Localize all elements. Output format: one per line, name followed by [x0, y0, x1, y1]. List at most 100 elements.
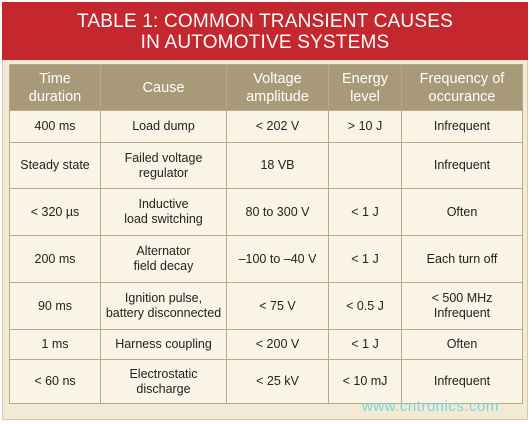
- cell-frequency-line: Infrequent: [433, 119, 491, 133]
- cell-cause: Ignition pulse, battery disconnected: [100, 282, 227, 330]
- header-time-duration: Time duration: [9, 64, 101, 111]
- header-cause-line: Cause: [142, 79, 185, 96]
- cell-cause-line: discharge: [136, 381, 191, 396]
- cell-frequency: Infrequent: [401, 142, 523, 189]
- cell-frequency: Often: [401, 329, 523, 360]
- cell-duration: 90 ms: [9, 282, 101, 330]
- cell-cause-line: regulator: [138, 165, 189, 180]
- cell-cause-line: Harness coupling: [115, 337, 212, 351]
- cell-frequency-line: Each turn off: [426, 251, 498, 266]
- cell-frequency: Infrequent: [401, 110, 523, 143]
- cell-energy-line: < 1 J: [351, 204, 379, 219]
- cell-cause-line: Load dump: [132, 119, 195, 133]
- cell-cause-line: battery disconnected: [105, 306, 222, 320]
- cell-energy-line: < 1 J: [351, 251, 379, 266]
- cell-energy-line: < 1 J: [351, 337, 379, 351]
- header-time-duration-line: Time: [39, 70, 71, 87]
- cell-cause: Load dump: [100, 110, 227, 143]
- cell-duration-line: < 320 µs: [30, 204, 80, 219]
- cell-duration: Steady state: [9, 142, 101, 189]
- cell-energy: < 10 mJ: [328, 359, 402, 404]
- cell-voltage: –100 to –40 V: [226, 235, 329, 283]
- table-row: 90 ms Ignition pulse, battery disconnect…: [9, 282, 523, 330]
- cell-energy: < 0.5 J: [328, 282, 402, 330]
- cell-cause: Harness coupling: [100, 329, 227, 360]
- cell-duration: < 60 ns: [9, 359, 101, 404]
- table-row: 400 ms Load dump < 202 V > 10 J Infreque…: [9, 110, 523, 143]
- header-voltage-amplitude-line: Voltage: [253, 70, 302, 87]
- cell-duration-line: < 60 ns: [34, 374, 76, 388]
- header-time-duration-line: duration: [28, 88, 82, 105]
- cell-duration: 1 ms: [9, 329, 101, 360]
- table-row: 1 ms Harness coupling < 200 V < 1 J Ofte…: [9, 329, 523, 360]
- cell-frequency-line: Infrequent: [433, 306, 491, 320]
- cell-cause-line: Failed voltage: [124, 150, 203, 165]
- header-energy-level: Energy level: [328, 64, 402, 111]
- cell-voltage-line: < 25 kV: [256, 374, 299, 388]
- cell-frequency-line: Often: [446, 337, 478, 351]
- table-row: Steady state Failed voltage regulator 18…: [9, 142, 523, 189]
- cell-voltage-line: 18 VB: [260, 158, 295, 172]
- cell-voltage: 18 VB: [226, 142, 329, 189]
- cell-cause-line: load switching: [124, 212, 203, 226]
- cell-frequency-line: < 500 MHz: [431, 291, 493, 305]
- header-cause: Cause: [100, 64, 227, 111]
- cell-voltage: < 202 V: [226, 110, 329, 143]
- cell-voltage: < 200 V: [226, 329, 329, 360]
- header-frequency-line: occurance: [428, 88, 496, 105]
- cell-cause: Failed voltage regulator: [100, 142, 227, 189]
- table-row: < 60 ns Electrostatic discharge < 25 kV …: [9, 359, 523, 404]
- header-energy-level-line: Energy: [342, 70, 388, 87]
- cell-cause: Electrostatic discharge: [100, 359, 227, 404]
- cell-duration-line: 400 ms: [34, 119, 76, 133]
- cell-cause: Inductive load switching: [100, 188, 227, 236]
- header-frequency-line: Frequency of: [419, 70, 505, 87]
- cell-voltage: 80 to 300 V: [226, 188, 329, 236]
- cell-voltage: < 25 kV: [226, 359, 329, 404]
- cell-voltage: < 75 V: [226, 282, 329, 330]
- cell-duration-line: 90 ms: [37, 298, 73, 313]
- header-row: Time duration Cause Voltage amplitude En…: [9, 64, 523, 111]
- cell-duration-line: 1 ms: [41, 337, 69, 351]
- table-title-line-1: TABLE 1: COMMON TRANSIENT CAUSES: [77, 11, 453, 32]
- cell-energy: < 1 J: [328, 188, 402, 236]
- table-row: 200 ms Alternator field decay –100 to –4…: [9, 235, 523, 283]
- cell-cause-line: Electrostatic: [129, 366, 198, 381]
- cell-cause-line: Ignition pulse,: [124, 291, 203, 305]
- cell-energy-line: > 10 J: [347, 119, 383, 133]
- cell-duration: 400 ms: [9, 110, 101, 143]
- cell-cause-line: field decay: [133, 259, 194, 273]
- cell-duration: < 320 µs: [9, 188, 101, 236]
- table-row: < 320 µs Inductive load switching 80 to …: [9, 188, 523, 236]
- cell-energy: < 1 J: [328, 329, 402, 360]
- cell-voltage-line: < 202 V: [255, 119, 300, 133]
- cell-duration-line: Steady state: [20, 158, 90, 172]
- cell-frequency: Often: [401, 188, 523, 236]
- cell-energy: > 10 J: [328, 110, 402, 143]
- cell-frequency-line: Infrequent: [433, 158, 491, 172]
- cell-energy: < 1 J: [328, 235, 402, 283]
- cell-energy: [328, 142, 402, 189]
- cell-frequency-line: Often: [446, 204, 478, 219]
- cell-voltage-line: –100 to –40 V: [238, 251, 317, 266]
- cell-voltage-line: < 75 V: [259, 298, 296, 313]
- cell-frequency-line: Infrequent: [433, 374, 491, 388]
- cell-energy-line: < 10 mJ: [342, 374, 388, 388]
- cell-duration: 200 ms: [9, 235, 101, 283]
- cell-cause-line: Alternator: [136, 244, 191, 258]
- cell-frequency: Each turn off: [401, 235, 523, 283]
- header-voltage-amplitude-line: amplitude: [246, 88, 309, 105]
- cell-voltage-line: 80 to 300 V: [245, 204, 310, 219]
- cell-cause-line: Inductive: [138, 197, 189, 211]
- table-title-bar: TABLE 1: COMMON TRANSIENT CAUSES IN AUTO…: [2, 2, 528, 60]
- cell-duration-line: 200 ms: [34, 251, 76, 266]
- transient-causes-table: Time duration Cause Voltage amplitude En…: [9, 64, 523, 404]
- cell-frequency: < 500 MHz Infrequent: [401, 282, 523, 330]
- header-voltage-amplitude: Voltage amplitude: [226, 64, 329, 111]
- cell-cause: Alternator field decay: [100, 235, 227, 283]
- table-title-line-2: IN AUTOMOTIVE SYSTEMS: [140, 32, 390, 53]
- cell-voltage-line: < 200 V: [255, 337, 300, 351]
- cell-energy-line: < 0.5 J: [346, 298, 384, 313]
- header-energy-level-line: level: [350, 88, 380, 105]
- cell-frequency: Infrequent: [401, 359, 523, 404]
